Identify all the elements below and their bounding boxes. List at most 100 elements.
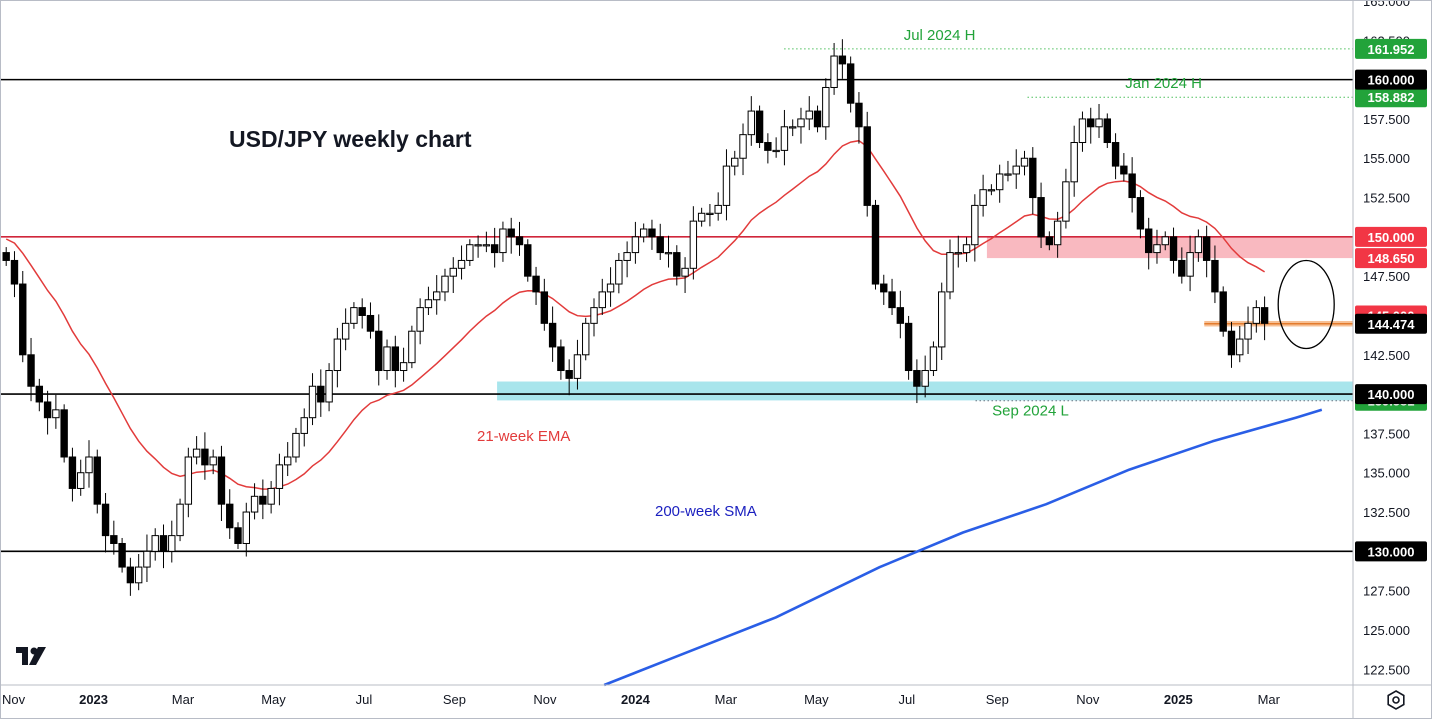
candle-up bbox=[1012, 165, 1020, 175]
chart-settings-button[interactable] bbox=[1383, 688, 1409, 712]
candle-up bbox=[383, 346, 391, 372]
tag-160-label: 160.000 bbox=[1368, 73, 1415, 88]
candle-down bbox=[490, 244, 499, 254]
candle-down bbox=[565, 370, 573, 379]
candle-up bbox=[623, 252, 631, 261]
candle-up bbox=[789, 126, 797, 129]
x-tick-label: Mar bbox=[1258, 692, 1281, 707]
candle-down bbox=[1103, 118, 1111, 144]
annotation-sma-label: 200-week SMA bbox=[655, 503, 757, 520]
candle-down bbox=[226, 503, 234, 529]
tag-140-label: 140.000 bbox=[1368, 387, 1415, 402]
candle-up bbox=[979, 189, 987, 206]
candle-up bbox=[938, 291, 946, 348]
candle-down bbox=[391, 346, 400, 372]
candle-down bbox=[863, 126, 871, 206]
candle-up bbox=[805, 110, 813, 120]
tag-140-bg bbox=[1355, 384, 1427, 405]
candle-up bbox=[1020, 157, 1029, 167]
candle-down bbox=[507, 228, 515, 238]
candle-down bbox=[10, 259, 19, 285]
candle-up bbox=[325, 370, 333, 403]
x-tick-label: Sep bbox=[443, 692, 466, 707]
x-tick-label: Nov bbox=[533, 692, 557, 707]
y-tick-label: 137.500 bbox=[1363, 426, 1410, 441]
candle-up bbox=[780, 126, 789, 151]
candle-up bbox=[664, 252, 673, 255]
candle-down bbox=[1045, 236, 1054, 246]
candle-down bbox=[234, 527, 242, 544]
y-tick-label: 147.500 bbox=[1363, 269, 1410, 284]
x-tick-label: 2024 bbox=[621, 692, 651, 707]
candle-up bbox=[971, 204, 979, 246]
candle-up bbox=[424, 299, 433, 309]
candle-up bbox=[85, 456, 93, 474]
candle-up bbox=[1095, 118, 1103, 128]
tag-144-474-bg bbox=[1355, 313, 1427, 334]
candle-down bbox=[259, 495, 267, 505]
candle-up bbox=[689, 220, 698, 269]
candle-up bbox=[1062, 181, 1070, 222]
candle-up bbox=[615, 259, 623, 285]
candle-up bbox=[1244, 322, 1252, 340]
candle-down bbox=[673, 252, 681, 277]
price-tags-layer: 161.952158.882139.581160.000150.000148.6… bbox=[1355, 38, 1427, 562]
candle-down bbox=[1202, 236, 1211, 261]
candle-down bbox=[540, 291, 549, 324]
candle-up bbox=[598, 291, 606, 309]
y-tick-label: 135.000 bbox=[1363, 466, 1410, 481]
candle-down bbox=[1120, 165, 1128, 175]
x-tick-label: Mar bbox=[172, 692, 195, 707]
y-tick-label: 152.500 bbox=[1363, 191, 1410, 206]
candle-down bbox=[1111, 142, 1120, 167]
y-tick-label: 132.500 bbox=[1363, 505, 1410, 520]
x-tick-label: Jul bbox=[899, 692, 916, 707]
highlight-circle bbox=[1277, 259, 1335, 350]
candle-up bbox=[995, 173, 1004, 191]
candle-down bbox=[838, 55, 847, 65]
annotation-ema-label: 21-week EMA bbox=[477, 428, 570, 445]
candle-down bbox=[317, 385, 325, 403]
candle-down bbox=[93, 456, 101, 505]
annotation-sep-2024-low: Sep 2024 L bbox=[992, 403, 1069, 420]
y-tick-label: 165.000 bbox=[1363, 1, 1410, 9]
gear-icon bbox=[1387, 690, 1405, 710]
candle-down bbox=[1227, 330, 1236, 356]
candle-up bbox=[681, 267, 689, 277]
candle-up bbox=[341, 322, 350, 340]
candle-down bbox=[126, 566, 135, 584]
candle-up bbox=[499, 228, 507, 254]
candle-down bbox=[532, 275, 540, 293]
candle-up bbox=[283, 456, 292, 466]
tag-161-952-label: 161.952 bbox=[1368, 42, 1415, 57]
candle-up bbox=[457, 259, 466, 269]
candle-down bbox=[159, 535, 168, 552]
tradingview-logo-icon bbox=[16, 647, 46, 665]
candle-up bbox=[1070, 142, 1078, 183]
candle-down bbox=[880, 283, 888, 293]
candle-up bbox=[308, 385, 317, 419]
candle-up bbox=[267, 487, 275, 505]
candle-down bbox=[904, 322, 913, 372]
candle-down bbox=[1087, 118, 1095, 128]
candle-up bbox=[143, 550, 151, 568]
chart-title: USD/JPY weekly chart bbox=[229, 126, 472, 152]
candle-down bbox=[60, 409, 68, 458]
candle-down bbox=[888, 291, 896, 309]
candle-up bbox=[482, 244, 491, 247]
candle-up bbox=[590, 307, 598, 324]
candle-up bbox=[946, 252, 954, 293]
candle-down bbox=[913, 370, 921, 387]
ema-21-line bbox=[5, 139, 1265, 490]
candle-up bbox=[474, 244, 482, 247]
candle-up bbox=[822, 86, 830, 128]
sma-200-line bbox=[603, 408, 1323, 687]
candle-down bbox=[375, 330, 383, 372]
candle-up bbox=[830, 55, 838, 88]
x-tick-label: May bbox=[804, 692, 829, 707]
candle-up bbox=[582, 322, 590, 356]
candle-up bbox=[747, 110, 756, 136]
annotation-jan-2024-high: Jan 2024 H bbox=[1125, 75, 1202, 92]
candle-down bbox=[358, 307, 366, 316]
